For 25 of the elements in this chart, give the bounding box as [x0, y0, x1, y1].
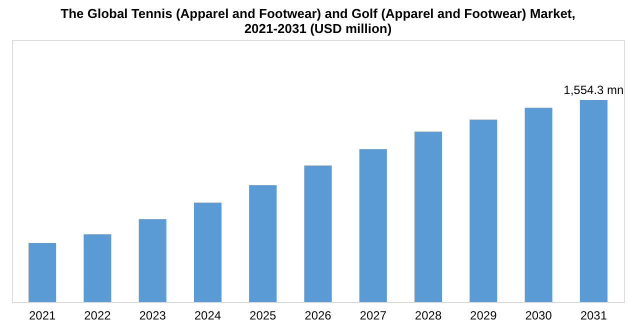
bar	[580, 100, 608, 302]
x-tick-label: 2025	[250, 308, 277, 322]
x-tick-label: 2026	[304, 308, 332, 322]
data-label: 1,554.3 mn	[564, 83, 624, 98]
bar	[28, 243, 56, 302]
text: 2021-2031 (USD million)	[244, 21, 392, 36]
bar	[304, 166, 332, 302]
x-tick-label: 2024	[194, 308, 222, 322]
bar	[470, 120, 498, 302]
bar	[524, 108, 552, 302]
x-tick-label: 2030	[525, 308, 552, 322]
bar	[138, 219, 166, 302]
bar	[249, 185, 277, 302]
x-tick-label: 2031	[580, 308, 608, 322]
text: The Global Tennis (Apparel and Footwear) and Golf (Apparel and Footwear) Market,	[60, 6, 576, 21]
x-tick-label: 2027	[360, 308, 387, 322]
bar	[194, 202, 222, 302]
x-tick-label: 2029	[470, 308, 498, 322]
x-tick-label: 2028	[414, 308, 442, 322]
bar	[414, 132, 442, 302]
bar	[359, 149, 387, 302]
x-tick-label: 2022	[84, 308, 112, 322]
x-tick-label: 2023	[139, 308, 166, 322]
x-tick-label: 2021	[28, 308, 56, 322]
bar	[84, 234, 112, 302]
